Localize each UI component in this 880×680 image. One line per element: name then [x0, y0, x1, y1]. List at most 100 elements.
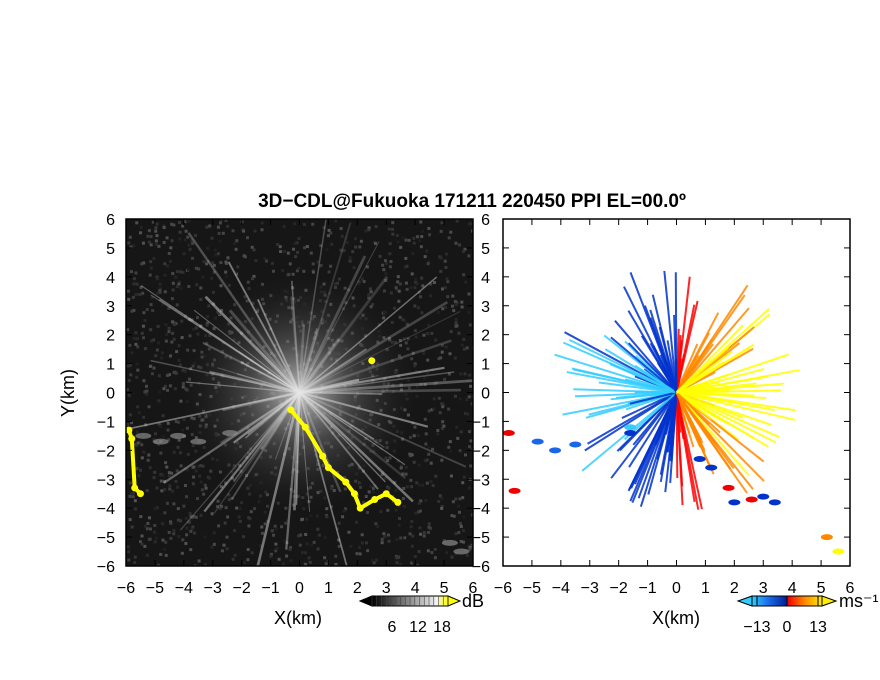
- colorbar-velocity-left-arrow: [736, 595, 753, 607]
- noise-speckle: [396, 555, 400, 559]
- noise-speckle: [259, 544, 263, 548]
- noise-speckle: [164, 461, 168, 465]
- noise-speckle: [157, 341, 161, 345]
- noise-speckle: [155, 234, 159, 238]
- velocity-echo: [503, 429, 515, 436]
- noise-speckle: [323, 556, 327, 560]
- noise-speckle: [224, 219, 228, 223]
- noise-speckle: [288, 262, 292, 266]
- velocity-echo: [531, 438, 544, 445]
- noise-speckle: [282, 538, 286, 542]
- noise-speckle: [266, 519, 270, 523]
- noise-speckle: [167, 474, 171, 478]
- noise-speckle: [199, 286, 203, 290]
- noise-speckle: [172, 223, 176, 227]
- noise-speckle: [396, 240, 400, 244]
- noise-speckle: [400, 464, 404, 468]
- noise-speckle: [439, 256, 443, 260]
- noise-speckle: [171, 272, 175, 276]
- noise-speckle: [178, 237, 182, 241]
- noise-speckle: [420, 229, 424, 233]
- noise-speckle: [263, 522, 267, 526]
- noise-speckle: [191, 482, 195, 486]
- noise-speckle: [176, 445, 180, 449]
- noise-speckle: [305, 517, 309, 521]
- noise-speckle: [439, 269, 443, 273]
- noise-speckle: [441, 405, 445, 409]
- noise-speckle: [355, 552, 359, 556]
- noise-speckle: [145, 553, 149, 557]
- noise-speckle: [382, 532, 386, 536]
- noise-speckle: [165, 236, 169, 240]
- noise-speckle: [254, 259, 258, 263]
- noise-speckle: [383, 476, 387, 480]
- y-tick-label: 6: [106, 212, 115, 229]
- noise-speckle: [195, 497, 199, 501]
- y-tick-label: −4: [97, 501, 115, 518]
- noise-speckle: [228, 290, 232, 294]
- noise-speckle: [129, 245, 133, 249]
- noise-speckle: [364, 229, 368, 233]
- noise-speckle: [401, 497, 405, 501]
- noise-speckle: [147, 453, 151, 457]
- noise-speckle: [459, 430, 463, 434]
- noise-speckle: [394, 508, 398, 512]
- velocity-streak: [676, 369, 800, 394]
- noise-speckle: [145, 389, 149, 393]
- noise-speckle: [171, 281, 175, 285]
- noise-speckle: [194, 266, 198, 270]
- noise-speckle: [330, 242, 334, 246]
- velocity-streak: [647, 392, 678, 495]
- noise-speckle: [225, 547, 229, 551]
- noise-speckle: [155, 486, 159, 490]
- noise-speckle: [219, 284, 223, 288]
- noise-speckle: [179, 519, 183, 523]
- noise-speckle: [167, 330, 171, 334]
- noise-speckle: [204, 486, 208, 490]
- y-tick-label-mid: 2: [481, 328, 490, 345]
- noise-speckle: [447, 236, 451, 240]
- radial-streak: [260, 391, 301, 451]
- noise-speckle: [405, 485, 409, 489]
- noise-speckle: [185, 495, 189, 499]
- noise-speckle: [412, 241, 416, 245]
- y-tick-label: −1: [97, 414, 115, 431]
- radial-streak: [299, 366, 445, 394]
- noise-speckle: [388, 242, 392, 246]
- noise-speckle: [129, 373, 133, 377]
- noise-speckle: [442, 539, 446, 543]
- y-tick-label-mid: 5: [481, 241, 490, 258]
- noise-speckle: [147, 240, 151, 244]
- noise-speckle: [179, 270, 183, 274]
- noise-speckle: [205, 225, 209, 229]
- noise-speckle: [383, 535, 387, 539]
- noise-speckle: [468, 545, 472, 549]
- colorbar-gray-left-arrow: [358, 595, 373, 607]
- noise-speckle: [166, 428, 170, 432]
- noise-speckle: [419, 499, 423, 503]
- noise-speckle: [440, 496, 444, 500]
- noise-speckle: [454, 318, 458, 322]
- noise-speckle: [337, 544, 341, 548]
- noise-speckle: [285, 554, 289, 558]
- noise-speckle: [434, 474, 438, 478]
- noise-speckle: [163, 384, 167, 388]
- reflectivity-panel: −6 −5 −4 −3 −2 −1 0 1 2 3 4 5 6 −6−5−4−3−2−10123456−…: [58, 212, 490, 628]
- x-axis-label-left: X(km): [274, 608, 322, 628]
- noise-speckle: [373, 484, 377, 488]
- noise-speckle: [153, 507, 157, 511]
- y-tick-label: 4: [106, 270, 115, 287]
- noise-speckle: [170, 471, 174, 475]
- noise-speckle: [195, 283, 199, 287]
- noise-speckle: [396, 275, 400, 279]
- noise-speckle: [177, 358, 181, 362]
- x-tick-label: 5: [440, 580, 449, 597]
- noise-speckle: [210, 545, 214, 549]
- noise-speckle: [146, 521, 150, 525]
- noise-speckle: [165, 332, 169, 336]
- noise-speckle: [329, 231, 333, 235]
- noise-speckle: [170, 489, 174, 493]
- noise-speckle: [252, 274, 256, 278]
- noise-speckle: [393, 306, 397, 310]
- noise-speckle: [293, 242, 297, 246]
